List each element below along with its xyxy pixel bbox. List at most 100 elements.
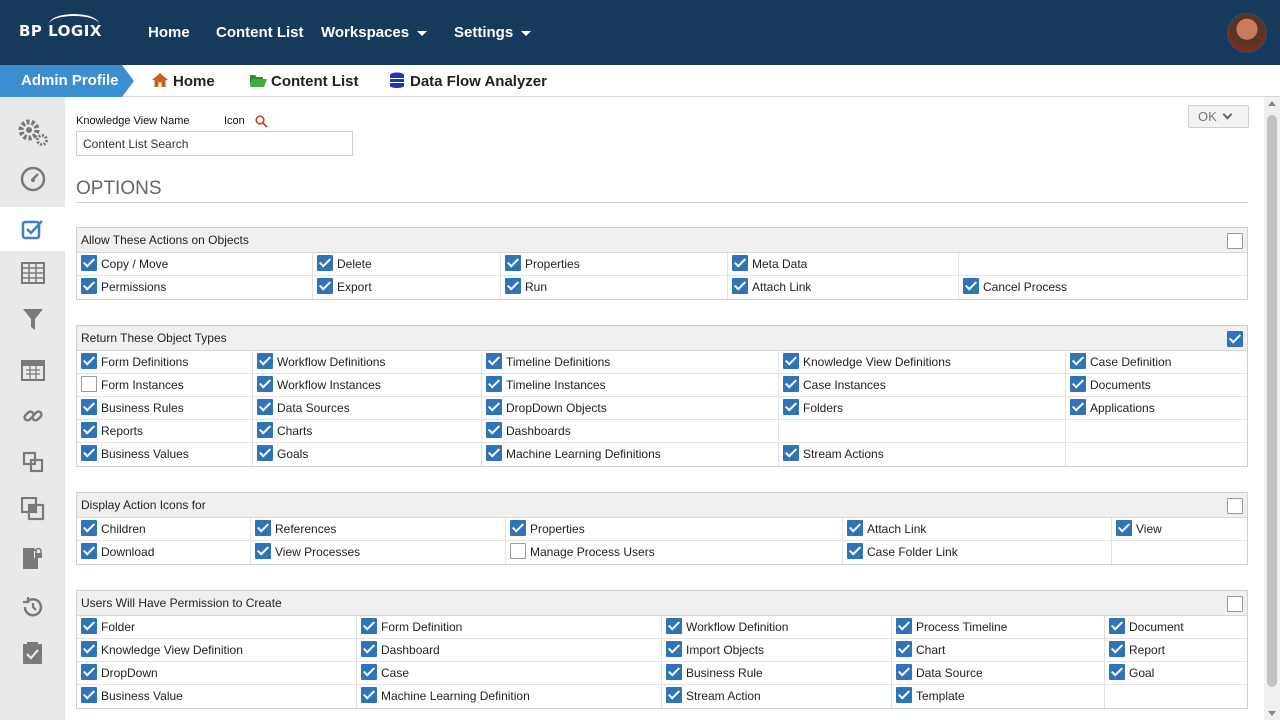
option-cell[interactable]: Run bbox=[501, 276, 728, 299]
option-cell[interactable]: Goal bbox=[1105, 662, 1249, 685]
checkbox[interactable] bbox=[81, 422, 97, 438]
checkbox[interactable] bbox=[257, 422, 273, 438]
checkbox[interactable] bbox=[81, 399, 97, 415]
checkbox[interactable] bbox=[783, 445, 799, 461]
filter-icon[interactable] bbox=[0, 298, 65, 342]
option-cell[interactable]: Business Values bbox=[77, 443, 253, 466]
option-cell[interactable]: Stream Actions bbox=[779, 443, 1066, 466]
nav-workspaces[interactable]: Workspaces bbox=[321, 24, 428, 41]
scroll-thumb[interactable] bbox=[1267, 115, 1277, 687]
vertical-scrollbar[interactable] bbox=[1264, 97, 1280, 720]
table-icon[interactable] bbox=[0, 251, 65, 295]
checkbox[interactable] bbox=[81, 520, 97, 536]
checkbox[interactable] bbox=[81, 641, 97, 657]
checkbox[interactable] bbox=[1070, 376, 1086, 392]
task-icon[interactable] bbox=[0, 631, 65, 675]
option-cell[interactable]: Workflow Definition bbox=[662, 616, 892, 639]
nav-home[interactable]: Home bbox=[148, 24, 190, 41]
checkbox[interactable] bbox=[666, 618, 682, 634]
nav-settings[interactable]: Settings bbox=[454, 24, 532, 41]
gears-icon[interactable] bbox=[0, 110, 65, 154]
checkbox[interactable] bbox=[317, 255, 333, 271]
checkbox[interactable] bbox=[81, 618, 97, 634]
option-cell[interactable]: Meta Data bbox=[728, 253, 959, 276]
option-cell[interactable]: Case bbox=[357, 662, 662, 685]
option-cell[interactable]: Case Definition bbox=[1066, 351, 1249, 374]
ok-button[interactable]: OK bbox=[1188, 105, 1249, 128]
checkbox[interactable] bbox=[505, 278, 521, 294]
option-cell[interactable]: Form Definitions bbox=[77, 351, 253, 374]
option-cell[interactable]: Case Folder Link bbox=[843, 541, 1112, 564]
option-cell[interactable]: Properties bbox=[501, 253, 728, 276]
nav-content-list[interactable]: Content List bbox=[216, 24, 304, 41]
option-cell[interactable]: Timeline Definitions bbox=[482, 351, 779, 374]
checkbox[interactable] bbox=[963, 278, 979, 294]
option-cell[interactable]: Attach Link bbox=[728, 276, 959, 299]
option-cell[interactable]: Documents bbox=[1066, 374, 1249, 397]
admin-profile-tab[interactable]: Admin Profile bbox=[0, 65, 134, 97]
option-cell[interactable]: Workflow Definitions bbox=[253, 351, 482, 374]
option-cell[interactable]: Folders bbox=[779, 397, 1066, 420]
option-cell[interactable]: DropDown bbox=[77, 662, 357, 685]
checkbox[interactable] bbox=[732, 278, 748, 294]
option-cell[interactable]: Case Instances bbox=[779, 374, 1066, 397]
checkbox[interactable] bbox=[666, 641, 682, 657]
checkbox[interactable] bbox=[1070, 399, 1086, 415]
checkbox[interactable] bbox=[81, 255, 97, 271]
option-cell[interactable]: Workflow Instances bbox=[253, 374, 482, 397]
checkbox[interactable] bbox=[361, 687, 377, 703]
checkbox[interactable] bbox=[1070, 353, 1086, 369]
option-cell[interactable]: Data Source bbox=[892, 662, 1105, 685]
select-all-checkbox[interactable] bbox=[1227, 331, 1243, 347]
option-cell[interactable]: Delete bbox=[313, 253, 501, 276]
checkbox[interactable] bbox=[510, 520, 526, 536]
checkbox[interactable] bbox=[666, 664, 682, 680]
option-cell[interactable]: Machine Learning Definitions bbox=[482, 443, 779, 466]
option-cell[interactable]: Download bbox=[77, 541, 251, 564]
option-cell[interactable]: Chart bbox=[892, 639, 1105, 662]
checkbox[interactable] bbox=[896, 687, 912, 703]
option-cell[interactable]: Manage Process Users bbox=[506, 541, 843, 564]
checkbox[interactable] bbox=[257, 445, 273, 461]
option-cell[interactable]: DropDown Objects bbox=[482, 397, 779, 420]
option-cell[interactable]: Report bbox=[1105, 639, 1249, 662]
checkbox[interactable] bbox=[847, 520, 863, 536]
checkbox[interactable] bbox=[486, 422, 502, 438]
checkbox[interactable] bbox=[783, 399, 799, 415]
option-cell[interactable]: Cancel Process bbox=[959, 276, 1249, 299]
select-all-checkbox[interactable] bbox=[1227, 233, 1243, 249]
checkbox[interactable] bbox=[783, 376, 799, 392]
checkbox[interactable] bbox=[257, 399, 273, 415]
clone-icon[interactable] bbox=[0, 487, 65, 531]
lock-file-icon[interactable] bbox=[0, 535, 65, 579]
checkbox[interactable] bbox=[510, 543, 526, 559]
checkbox[interactable] bbox=[486, 353, 502, 369]
option-cell[interactable]: Knowledge View Definition bbox=[77, 639, 357, 662]
option-cell[interactable]: Export bbox=[313, 276, 501, 299]
option-cell[interactable]: Charts bbox=[253, 420, 482, 443]
checkbox[interactable] bbox=[317, 278, 333, 294]
option-cell[interactable]: Dashboards bbox=[482, 420, 779, 443]
checkbox[interactable] bbox=[257, 353, 273, 369]
option-cell[interactable]: View Processes bbox=[251, 541, 506, 564]
checkbox[interactable] bbox=[81, 445, 97, 461]
option-cell[interactable]: Data Sources bbox=[253, 397, 482, 420]
checkbox[interactable] bbox=[361, 664, 377, 680]
option-cell[interactable]: Properties bbox=[506, 518, 843, 541]
option-cell[interactable]: Form Definition bbox=[357, 616, 662, 639]
option-cell[interactable]: Applications bbox=[1066, 397, 1249, 420]
edit-checkbox-icon[interactable] bbox=[0, 207, 65, 251]
option-cell[interactable]: Knowledge View Definitions bbox=[779, 351, 1066, 374]
checkbox[interactable] bbox=[783, 353, 799, 369]
checkbox[interactable] bbox=[486, 376, 502, 392]
checkbox[interactable] bbox=[847, 543, 863, 559]
dashboard-gauge-icon[interactable] bbox=[0, 157, 65, 201]
checkbox[interactable] bbox=[1116, 520, 1132, 536]
option-cell[interactable]: Business Rules bbox=[77, 397, 253, 420]
checkbox[interactable] bbox=[486, 445, 502, 461]
option-cell[interactable]: Dashboard bbox=[357, 639, 662, 662]
option-cell[interactable]: References bbox=[251, 518, 506, 541]
option-cell[interactable]: Children bbox=[77, 518, 251, 541]
option-cell[interactable]: View bbox=[1112, 518, 1249, 541]
checkbox[interactable] bbox=[505, 255, 521, 271]
